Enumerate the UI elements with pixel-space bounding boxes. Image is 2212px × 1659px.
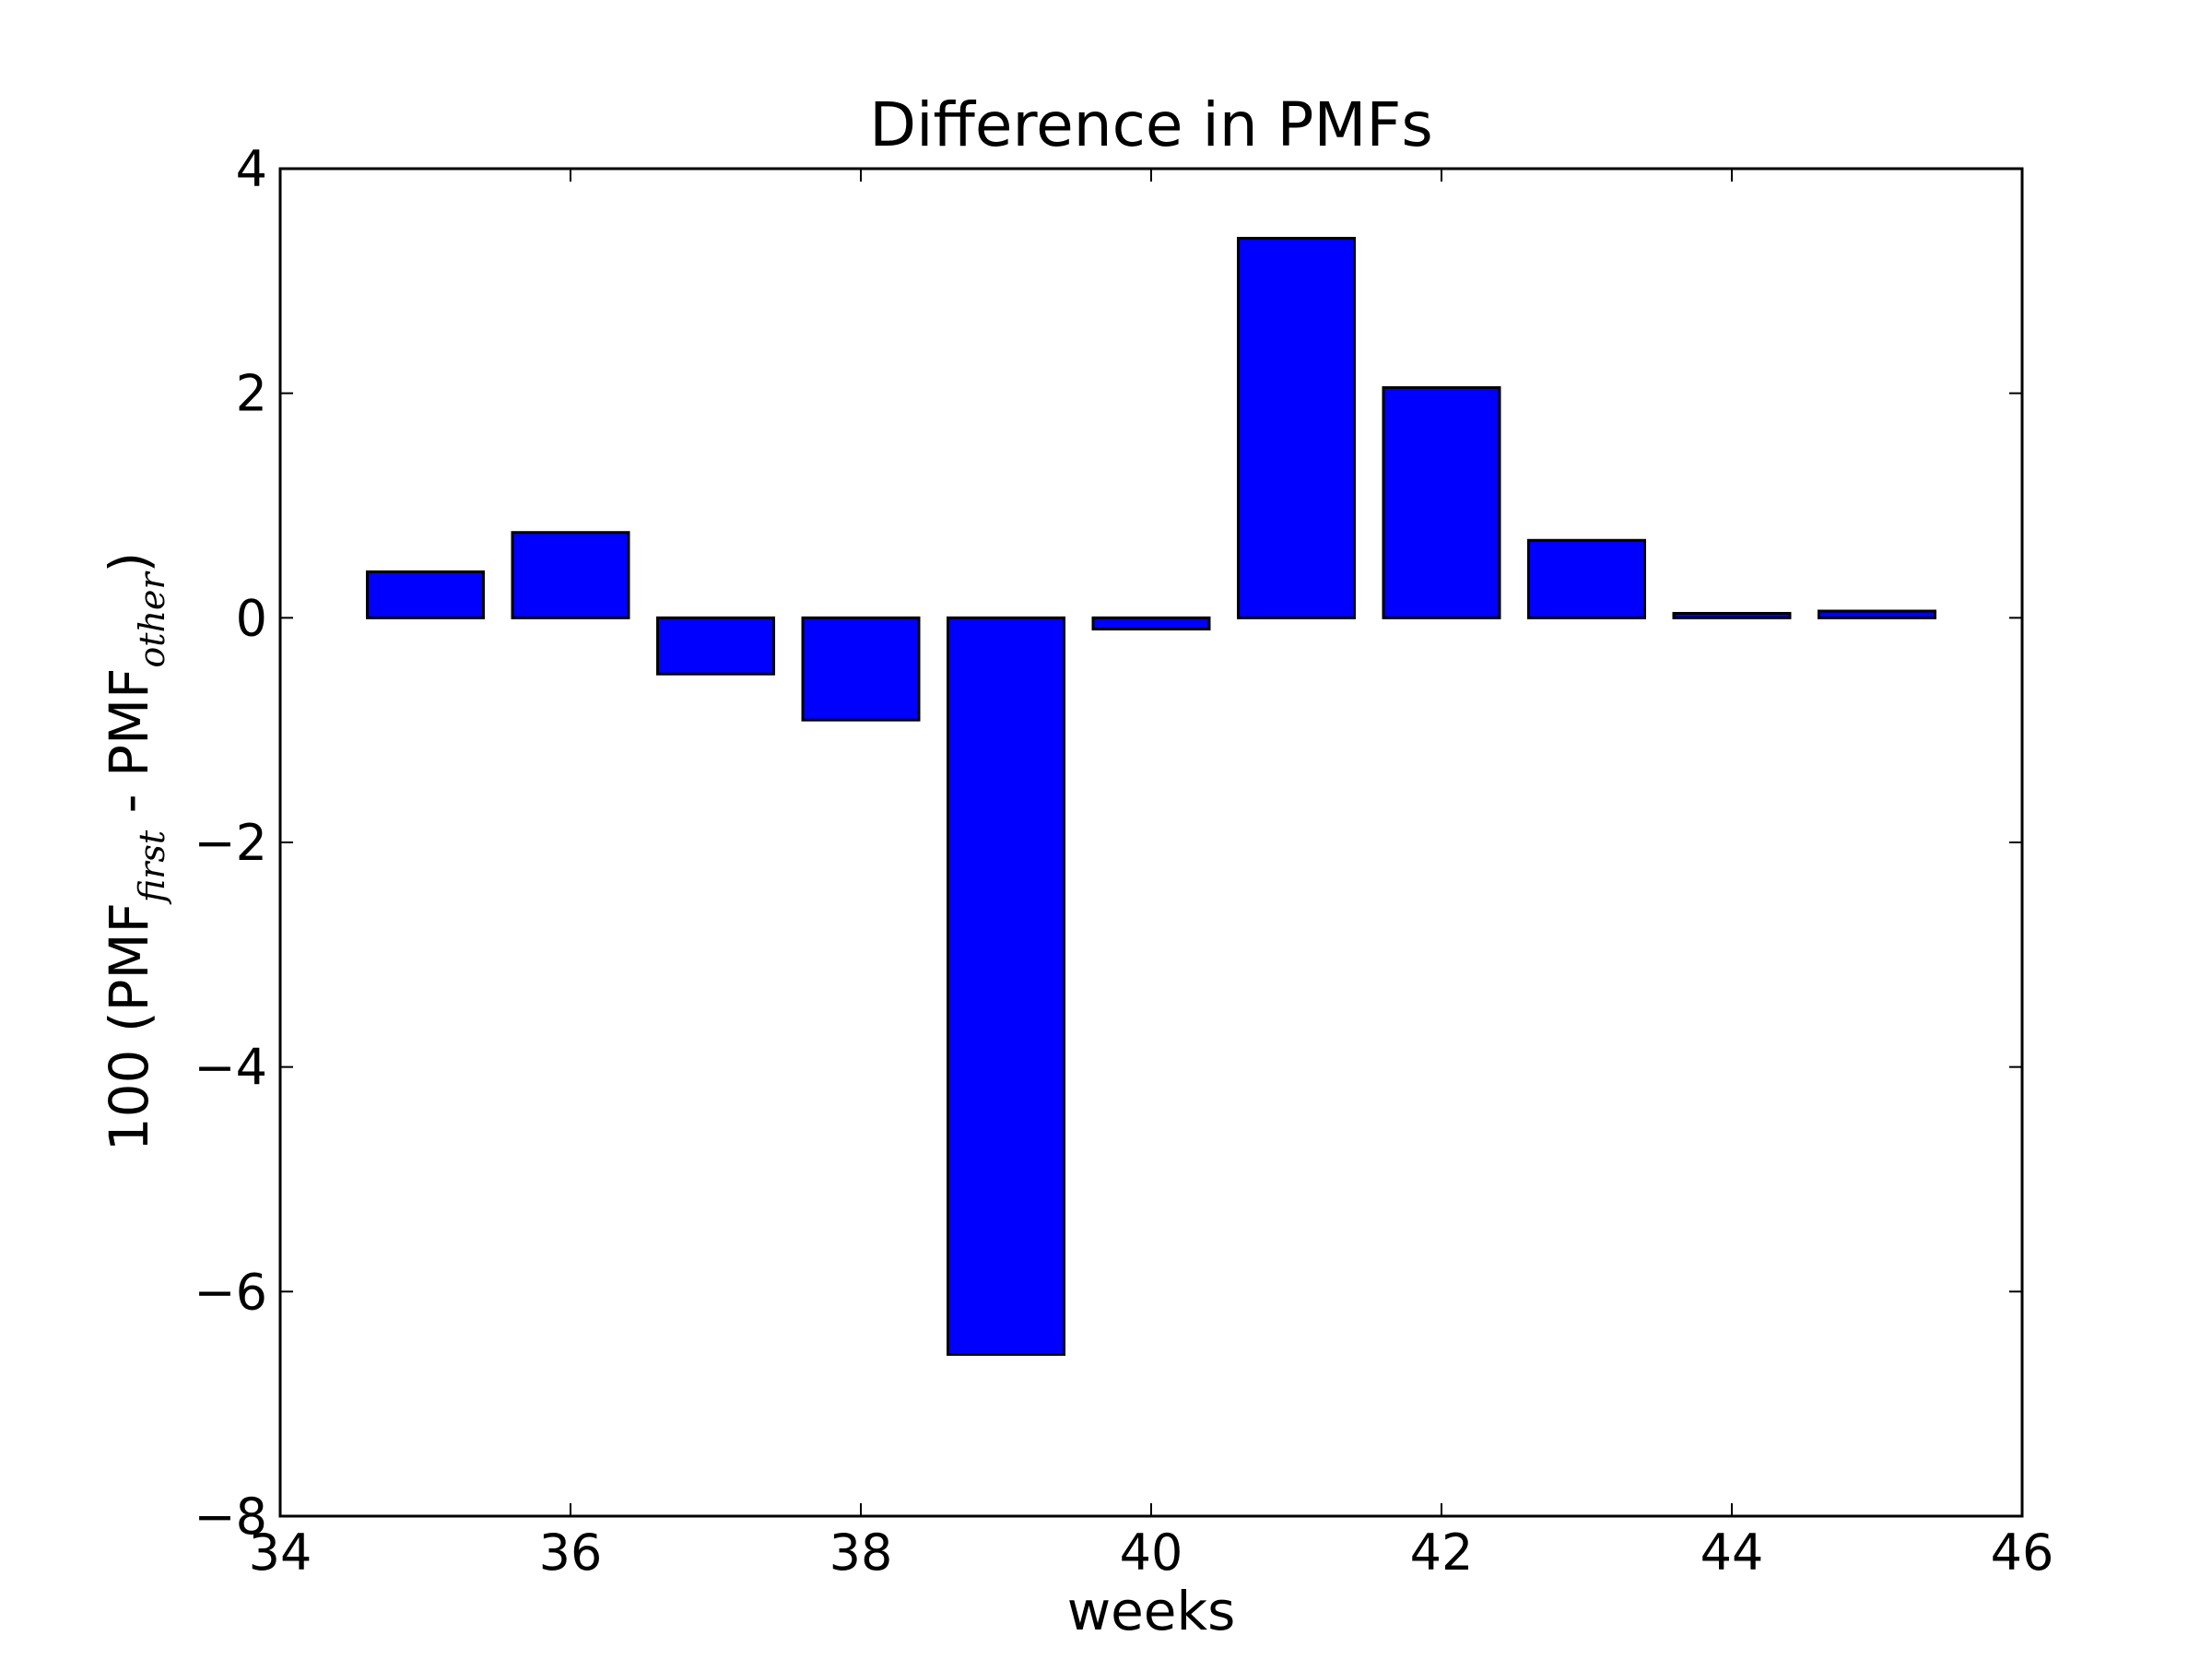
bar-week-43 xyxy=(1527,538,1646,619)
y-tick-label: −8 xyxy=(194,1488,267,1546)
y-tick-label: 2 xyxy=(236,365,267,423)
x-tick-label: 42 xyxy=(1410,1524,1474,1582)
bar-week-42 xyxy=(1382,386,1501,619)
y-axis-label-prefix: 100 (PMF xyxy=(98,902,160,1151)
x-tick-label: 44 xyxy=(1700,1524,1764,1582)
y-axis-label-suffix: ) xyxy=(98,552,160,573)
ticks-group: 34 36 38 40 42 44 46 −8 −6 −4 −2 0 2 4 xyxy=(194,140,2053,1582)
y-tick-label: 4 xyxy=(236,140,267,198)
bar-week-35 xyxy=(366,570,485,619)
x-tick-label: 40 xyxy=(1120,1524,1183,1582)
x-tick-label: 38 xyxy=(830,1524,893,1582)
x-axis-label: weeks xyxy=(1067,1580,1236,1642)
y-axis-label-middle: - PMF xyxy=(98,668,160,830)
y-tick-label: −2 xyxy=(194,814,267,872)
y-tick-label: −4 xyxy=(194,1039,267,1097)
bar-week-41 xyxy=(1237,237,1356,619)
x-tick-label: 46 xyxy=(1991,1524,2054,1582)
bar-week-45 xyxy=(1818,609,1936,619)
x-tick-label: 36 xyxy=(539,1524,603,1582)
chart-title: Difference in PMFs xyxy=(869,89,1432,160)
bar-week-39 xyxy=(947,616,1065,1357)
bar-week-38 xyxy=(801,616,921,722)
bar-week-44 xyxy=(1672,611,1792,619)
bars-group xyxy=(366,237,1936,1357)
y-axis-label-sub-first: first xyxy=(132,830,172,905)
y-axis-label: 100 (PMFfirst - PMFother) xyxy=(98,552,172,1152)
bar-week-36 xyxy=(511,531,630,619)
plot-frame xyxy=(278,167,2024,1518)
y-axis-label-sub-other: other xyxy=(132,571,172,668)
x-tick-label: 34 xyxy=(249,1524,312,1582)
y-tick-label: −6 xyxy=(194,1263,267,1321)
y-tick-label: 0 xyxy=(236,589,267,647)
bar-week-40 xyxy=(1091,616,1211,631)
bar-week-37 xyxy=(656,616,775,676)
